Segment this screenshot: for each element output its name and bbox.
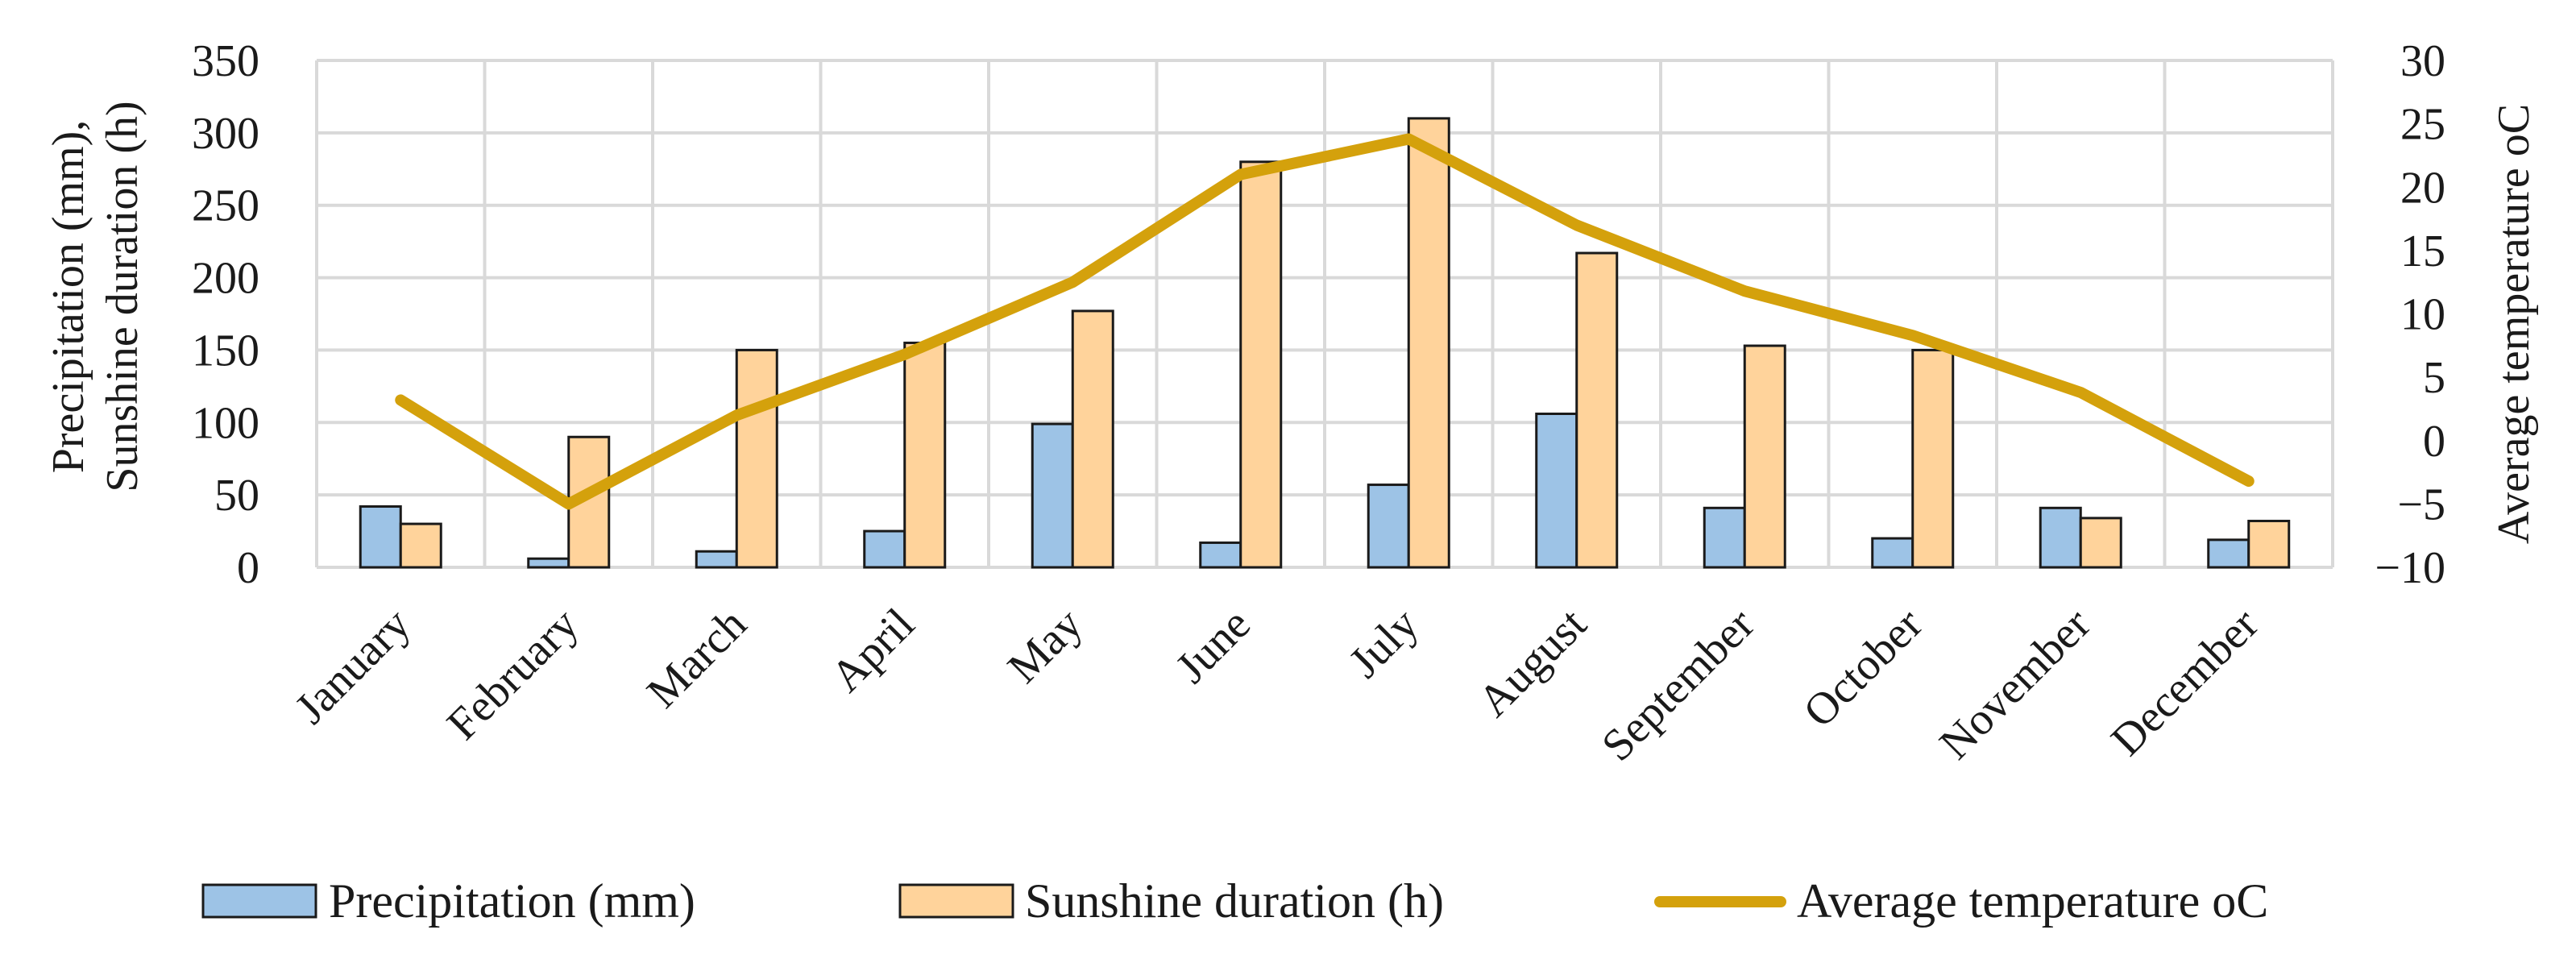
precipitation-bar-november [2039,506,2082,569]
precipitation-bar-october [1871,537,1914,569]
right-axis-title: Average temperature oC [2489,104,2539,544]
left-tick-label: 50 [214,471,259,521]
x-tick-label-october: October [1794,599,1933,737]
sunshine-bar-january [399,522,442,569]
left-tick-label: 200 [192,254,259,304]
left-axis-title-line1: Precipitation (mm), [44,120,93,474]
legend: Precipitation (mm) Sunshine duration (h)… [201,874,2268,928]
bars [359,117,2291,569]
precipitation-bar-july [1367,484,1410,569]
right-tick-label: −10 [2375,543,2445,593]
precipitation-bar-december [2207,538,2250,569]
gridlines [315,59,2334,569]
sunshine-bar-august [1575,251,1619,569]
left-tick-label: 100 [192,398,259,448]
x-tick-label-march: March [637,599,756,717]
precipitation-bar-june [1199,541,1242,569]
right-tick-label: 10 [2400,290,2445,340]
right-axis-ticks: −10 −5 0 5 10 15 20 25 30 [2375,36,2445,593]
x-axis-ticks: January February March April May June July Augu… [285,599,2268,770]
precipitation-bar-april [863,529,906,569]
x-tick-label-april: April [822,599,924,701]
x-tick-label-november: November [1930,599,2100,769]
legend-label-sunshine: Sunshine duration (h) [1025,874,1444,928]
right-tick-label: 15 [2400,226,2445,276]
sunshine-bar-september [1743,344,1786,569]
temperature-line-group [395,133,2255,510]
precipitation-bar-may [1031,422,1074,569]
precipitation-bar-march [695,550,738,569]
right-tick-label: 20 [2400,163,2445,213]
right-tick-label: −5 [2397,479,2445,529]
x-tick-label-may: May [998,599,1092,692]
precipitation-bar-january [359,505,402,569]
sunshine-bar-december [2247,519,2291,569]
x-tick-label-january: January [285,599,420,733]
temperature-line [395,133,2255,510]
x-tick-label-february: February [438,599,588,749]
legend-swatch-sunshine [898,883,1014,919]
precipitation-bar-february [527,557,570,569]
left-axis-title-line2: Sunshine duration (h) [97,101,147,492]
legend-label-precipitation: Precipitation (mm) [329,874,695,928]
sunshine-bar-november [2079,517,2122,569]
precipitation-bar-august [1535,413,1578,569]
sunshine-bar-march [735,348,778,569]
legend-label-temperature: Average temperature oC [1797,874,2268,928]
x-tick-label-june: June [1167,599,1260,692]
x-tick-label-december: December [2101,599,2268,766]
x-tick-label-september: September [1592,599,1764,770]
left-tick-label: 250 [192,181,259,231]
sunshine-bar-april [903,341,947,569]
legend-swatch-precipitation [201,883,317,919]
left-tick-label: 350 [192,36,259,86]
precipitation-bar-september [1703,506,1746,569]
right-tick-label: 25 [2400,100,2445,150]
right-tick-label: 5 [2423,353,2445,403]
right-tick-label: 0 [2423,417,2445,467]
sunshine-bar-october [1911,348,1955,569]
left-tick-label: 150 [192,326,259,376]
sunshine-bar-july [1407,117,1450,569]
sunshine-bar-june [1239,160,1283,569]
x-tick-label-august: August [1469,599,1597,727]
x-tick-label-july: July [1340,599,1429,687]
left-axis-ticks: 0 50 100 150 200 250 300 350 [192,36,259,593]
left-tick-label: 300 [192,109,259,159]
sunshine-bar-may [1071,309,1114,569]
right-tick-label: 30 [2400,36,2445,86]
left-tick-label: 0 [237,543,259,593]
